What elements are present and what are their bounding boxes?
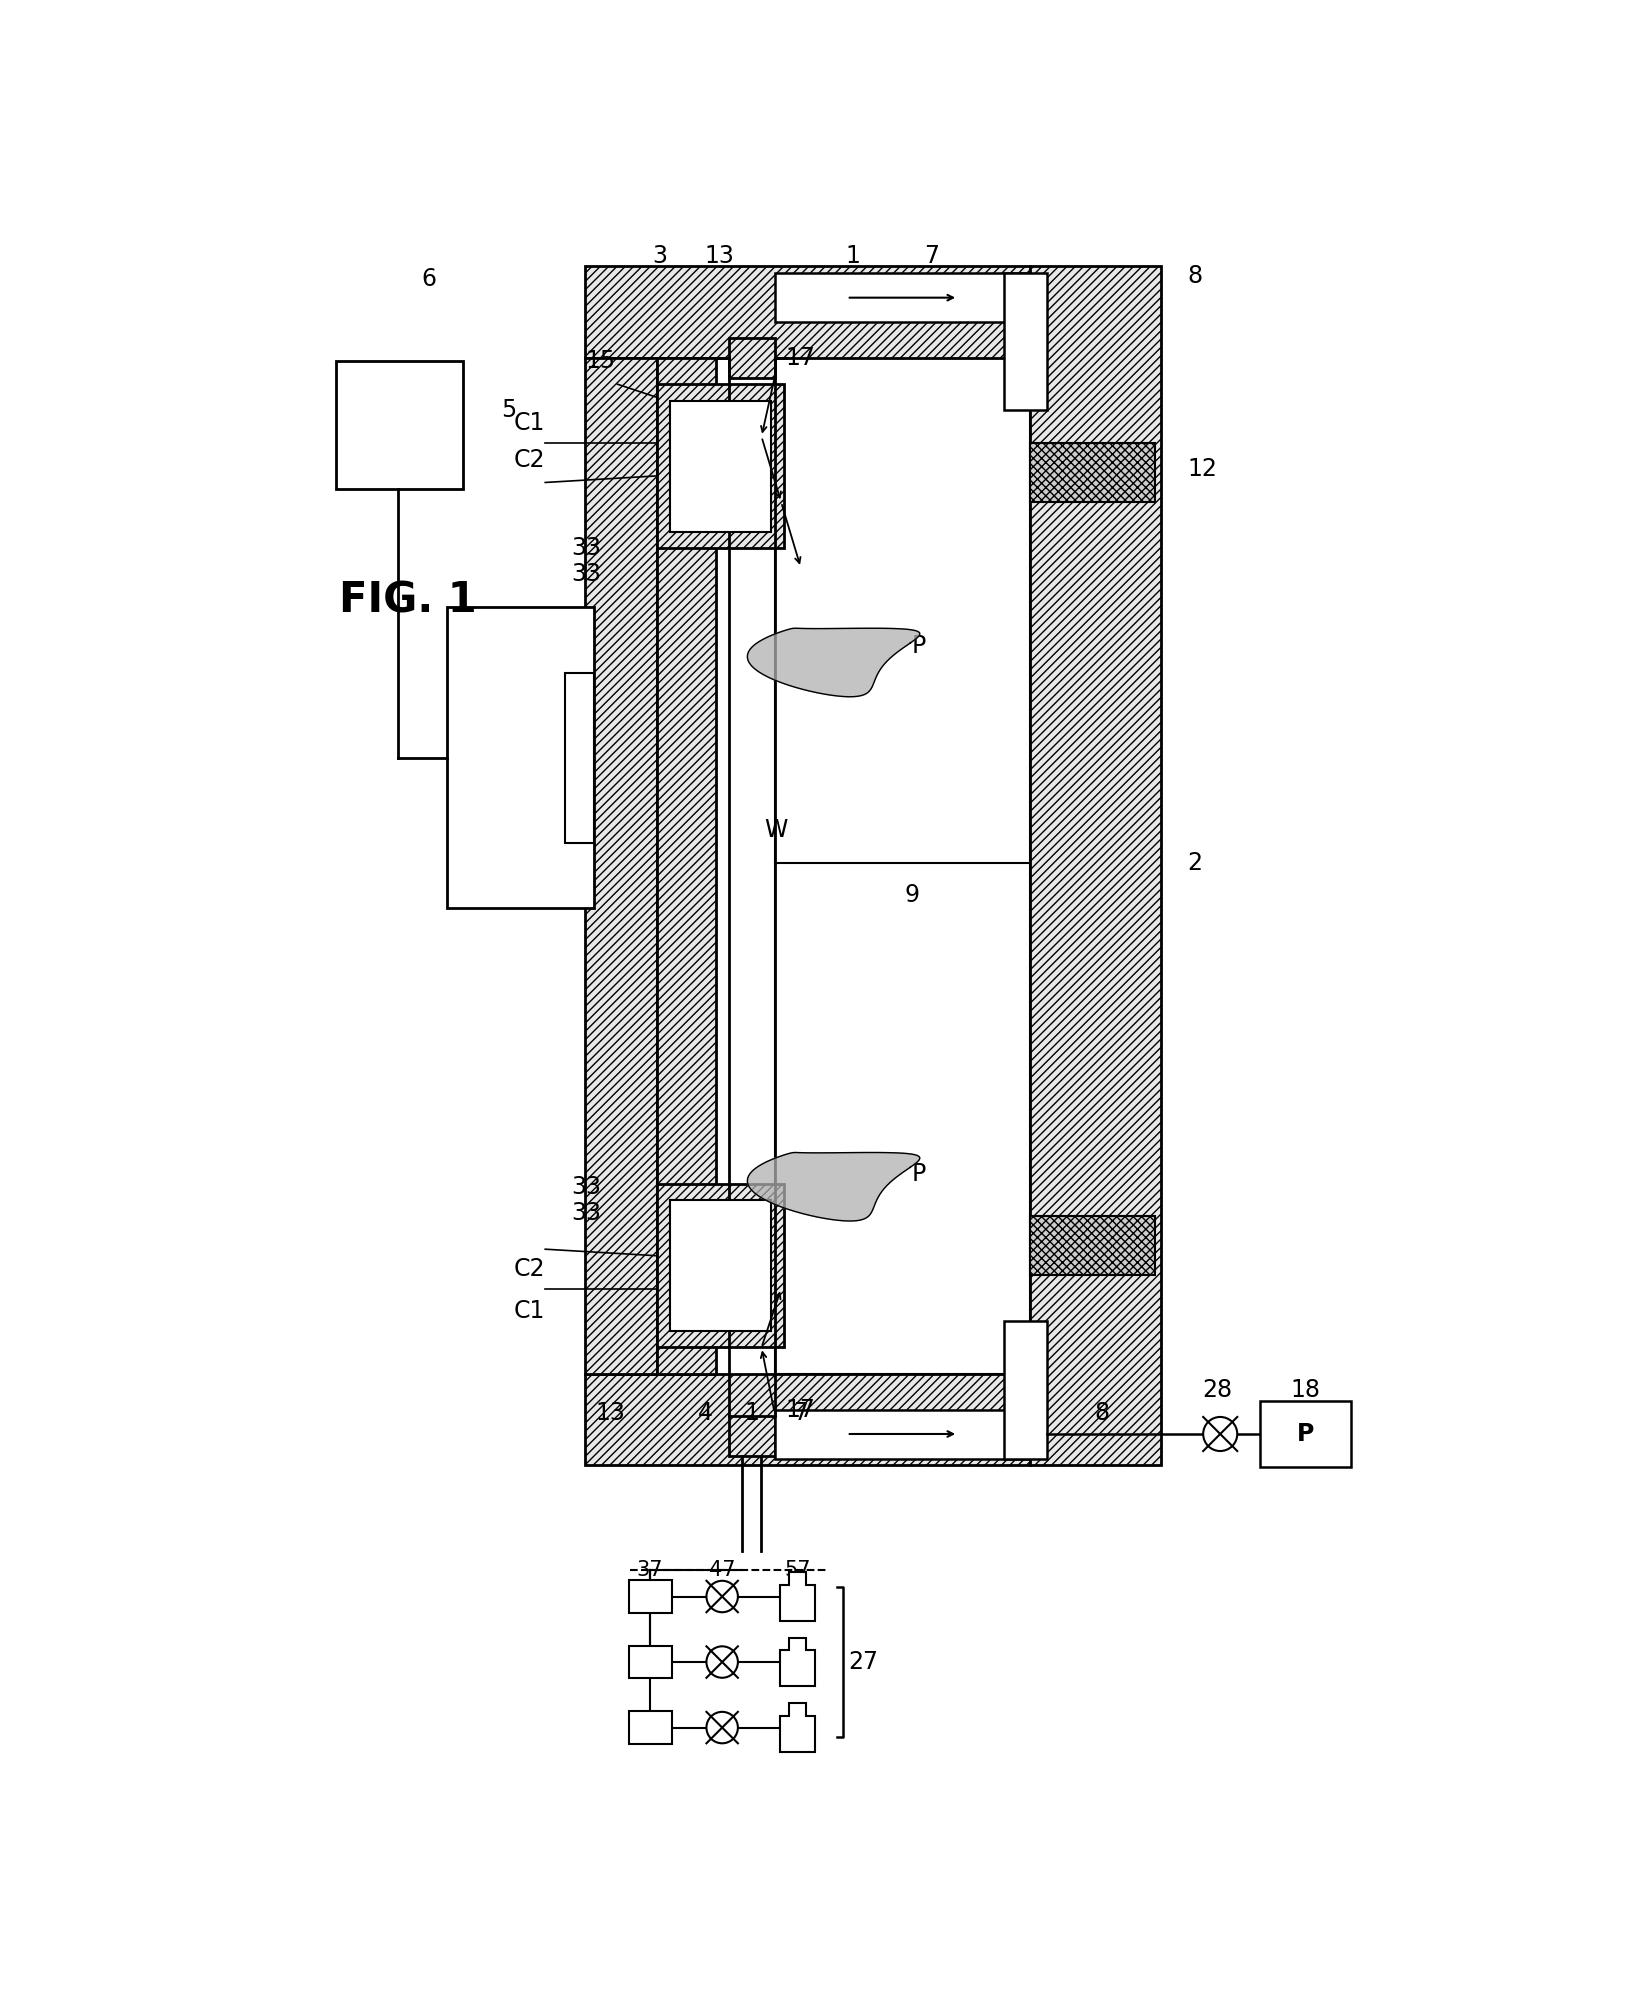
Text: 4: 4 — [698, 1402, 713, 1426]
Text: 1: 1 — [845, 244, 860, 268]
Bar — [775, 1410, 1030, 1458]
Circle shape — [1204, 1416, 1237, 1452]
Text: 27: 27 — [848, 1650, 878, 1674]
Bar — [585, 1374, 1030, 1466]
Bar — [336, 362, 464, 490]
Bar — [1260, 1402, 1351, 1466]
Text: 2: 2 — [1188, 850, 1202, 874]
Bar — [657, 384, 785, 548]
Text: 33: 33 — [572, 536, 601, 560]
Text: 18: 18 — [1291, 1378, 1320, 1402]
Text: C1: C1 — [514, 1300, 545, 1324]
Text: 17: 17 — [786, 1398, 816, 1422]
Text: W: W — [765, 818, 788, 842]
Text: 12: 12 — [1188, 458, 1217, 482]
Text: 37: 37 — [637, 1560, 663, 1580]
Circle shape — [706, 1712, 737, 1744]
Text: C1: C1 — [514, 412, 545, 436]
Polygon shape — [780, 1638, 816, 1686]
Polygon shape — [747, 628, 921, 696]
Polygon shape — [747, 1152, 921, 1222]
Text: 6: 6 — [421, 268, 437, 292]
Bar — [775, 358, 1030, 1374]
Bar — [629, 1580, 672, 1612]
Bar — [629, 1712, 672, 1744]
Polygon shape — [780, 1704, 816, 1752]
Bar — [1004, 272, 1047, 410]
Text: 8: 8 — [1094, 1402, 1111, 1426]
Polygon shape — [780, 1572, 816, 1620]
Bar — [729, 1416, 775, 1456]
Text: 15: 15 — [586, 350, 616, 374]
Text: FIG. 1: FIG. 1 — [339, 580, 477, 622]
Text: 8: 8 — [1188, 264, 1202, 288]
Bar — [657, 358, 716, 1374]
Bar — [585, 266, 1030, 358]
Bar — [729, 338, 775, 378]
Text: 33: 33 — [572, 562, 601, 586]
Bar — [670, 400, 771, 532]
Text: 5: 5 — [501, 398, 518, 422]
Bar — [585, 358, 657, 1374]
Text: 13: 13 — [596, 1402, 626, 1426]
Text: 33: 33 — [572, 1202, 601, 1226]
Text: 13: 13 — [704, 244, 734, 268]
Text: P: P — [1297, 1422, 1314, 1446]
Text: 47: 47 — [709, 1560, 735, 1580]
Bar — [657, 1184, 785, 1348]
Text: 9: 9 — [904, 884, 919, 908]
Text: 17: 17 — [786, 346, 816, 370]
Circle shape — [706, 1580, 737, 1612]
Bar — [1030, 444, 1155, 502]
Bar — [670, 1200, 771, 1332]
Text: C2: C2 — [514, 1256, 545, 1280]
Bar — [1030, 266, 1161, 1466]
Bar — [565, 672, 595, 842]
Text: P: P — [912, 634, 925, 658]
Text: 28: 28 — [1202, 1378, 1232, 1402]
Text: 3: 3 — [652, 244, 667, 268]
Text: 7: 7 — [924, 244, 939, 268]
Bar — [775, 272, 1030, 322]
Text: 23: 23 — [681, 458, 711, 482]
Circle shape — [706, 1646, 737, 1678]
Bar — [629, 1646, 672, 1678]
Text: 1: 1 — [744, 1402, 758, 1426]
Text: 7: 7 — [793, 1402, 808, 1426]
Text: 33: 33 — [572, 1174, 601, 1198]
Text: 57: 57 — [785, 1560, 811, 1580]
Bar — [447, 606, 595, 908]
Text: C2: C2 — [514, 448, 545, 472]
Text: 23: 23 — [681, 1256, 711, 1280]
Bar — [1004, 1322, 1047, 1458]
Text: P: P — [912, 1162, 925, 1186]
Bar — [1030, 1216, 1155, 1276]
